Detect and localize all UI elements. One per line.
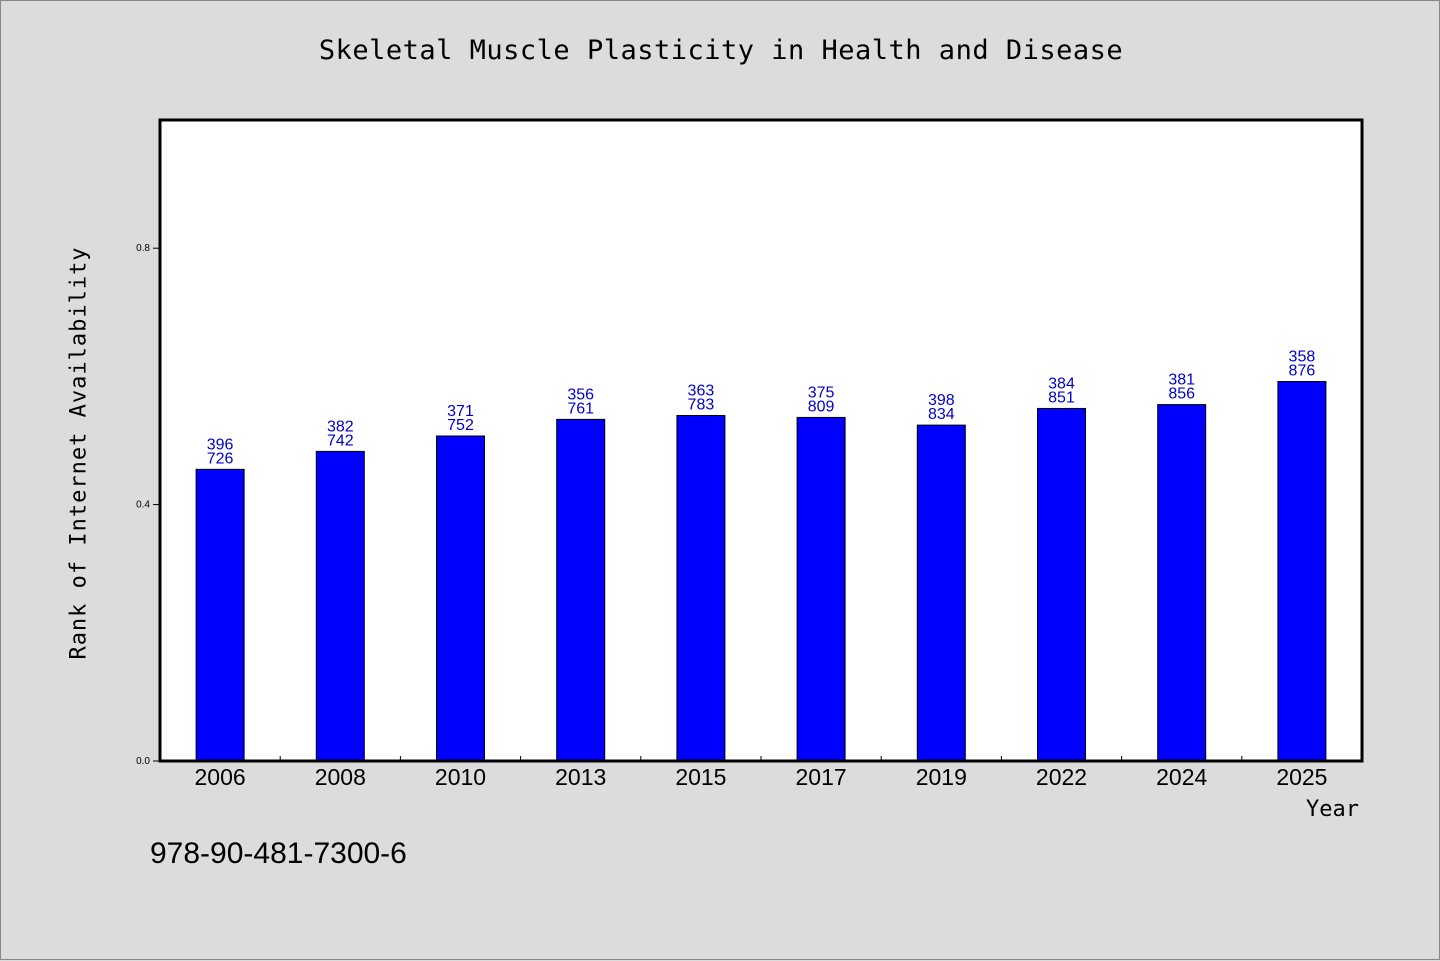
bar-label-top: 384 (1048, 375, 1075, 392)
x-tick-label: 2022 (1036, 764, 1087, 790)
bar-label-bottom: 742 (327, 432, 354, 449)
bar (195, 468, 245, 762)
x-tick-label: 2013 (555, 764, 606, 790)
bar (1157, 404, 1207, 762)
bar-label-top: 371 (447, 403, 474, 420)
bar (1037, 407, 1086, 762)
bar-label-bottom: 834 (928, 406, 955, 423)
bar-label-top: 356 (567, 386, 594, 403)
bar-label-top: 358 (1289, 349, 1316, 366)
bar-label-bottom: 752 (447, 417, 474, 434)
bar-label-top: 375 (808, 384, 835, 401)
bar-label-bottom: 761 (567, 400, 594, 417)
x-axis-label: Year (1306, 797, 1359, 822)
bar (676, 415, 726, 762)
bar-label-bottom: 809 (808, 398, 835, 415)
bar-label-top: 363 (688, 383, 715, 400)
bar (315, 450, 365, 762)
bar-label-top: 398 (928, 392, 955, 409)
x-tick-label: 2017 (796, 764, 847, 790)
x-tick-label: 2010 (435, 764, 486, 790)
y-tick-label: 0.8 (136, 243, 150, 254)
bar (796, 416, 846, 762)
x-tick-label: 2015 (675, 764, 726, 790)
y-tick-label: 0.4 (136, 500, 150, 511)
chart-title: Skeletal Muscle Plasticity in Health and… (318, 35, 1124, 66)
bar-label-bottom: 851 (1048, 389, 1075, 406)
bar-label-bottom: 783 (688, 397, 715, 414)
bar-label-top: 382 (327, 418, 354, 435)
bar (556, 418, 606, 762)
bar-label-bottom: 726 (207, 450, 234, 467)
x-tick-label: 2006 (195, 764, 246, 790)
x-tick-label: 2019 (916, 764, 967, 790)
bar (1277, 381, 1327, 762)
bar (436, 435, 485, 762)
plot-border (158, 118, 1364, 763)
x-tick-label: 2008 (315, 764, 366, 790)
bar-label-bottom: 856 (1168, 386, 1195, 403)
x-tick-label: 2024 (1156, 764, 1207, 790)
bar-label-bottom: 876 (1289, 363, 1316, 380)
bar-label-top: 381 (1168, 372, 1195, 389)
x-tick-label: 2025 (1276, 764, 1327, 790)
bar (916, 424, 966, 762)
bar-label-top: 396 (207, 436, 234, 453)
isbn-text: 978-90-481-7300-6 (150, 837, 407, 870)
y-tick-label: 0.0 (136, 756, 150, 767)
